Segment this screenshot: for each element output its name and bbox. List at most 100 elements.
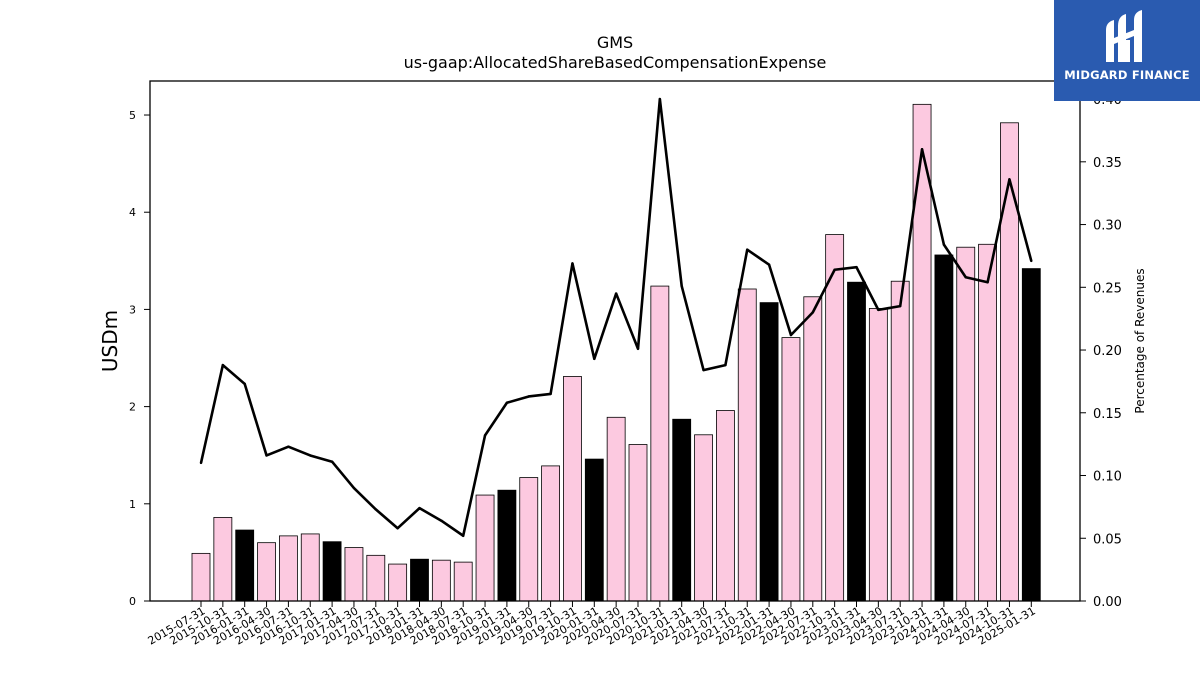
- bar-2016-07-31: [278, 535, 298, 602]
- line-point-2017-04-30: [352, 486, 356, 490]
- bar-2024-07-31: [978, 243, 997, 602]
- line-point-2017-07-31: [374, 508, 377, 511]
- y-tick-label: 3: [129, 303, 136, 316]
- bar-2020-04-30: [606, 416, 626, 602]
- line-point-2024-10-31: [1008, 178, 1011, 181]
- line-point-2024-07-31: [986, 281, 989, 284]
- bar-2022-10-31: [825, 234, 845, 602]
- bar-2022-04-30: [781, 337, 801, 602]
- line-point-2021-07-31: [724, 363, 727, 367]
- line-point-2019-10-31: [571, 262, 574, 265]
- bar-2024-10-31: [1000, 122, 1019, 602]
- line-point-2021-10-31: [746, 248, 749, 251]
- line-point-2022-04-30: [789, 333, 793, 337]
- midgard-m-icon: [1106, 10, 1142, 62]
- bar-2019-10-31: [563, 376, 582, 602]
- bar-2020-07-31: [628, 444, 648, 602]
- line-point-2022-10-31: [833, 268, 836, 271]
- bar-2025-01-31: [1021, 268, 1041, 602]
- bar-2016-04-30: [257, 542, 276, 602]
- bar-2021-01-31: [672, 418, 692, 602]
- bar-2018-04-30: [431, 559, 451, 602]
- bar-2019-01-31: [497, 489, 517, 602]
- bar-2017-01-31: [322, 541, 342, 602]
- plot-frame: [149, 80, 1081, 602]
- line-point-2020-07-31: [636, 347, 640, 350]
- bar-2022-07-31: [803, 296, 823, 602]
- bar-2015-10-31: [213, 517, 233, 602]
- line-point-2020-01-31: [593, 357, 596, 361]
- line-point-2025-01-31: [1030, 259, 1033, 263]
- y-axis-label: USDm: [98, 310, 122, 372]
- line-point-2023-10-31: [920, 148, 924, 151]
- bar-2020-01-31: [584, 458, 604, 602]
- y2-tick-label: 0.20: [1093, 344, 1122, 359]
- line-point-2016-07-31: [287, 445, 290, 448]
- y2-tick-label: 0.25: [1093, 281, 1122, 296]
- line-point-2024-04-30: [964, 276, 967, 279]
- y-tick-label: 5: [129, 109, 136, 122]
- bar-2024-01-31: [934, 254, 954, 602]
- line-point-2021-04-30: [702, 368, 705, 372]
- line-point-2021-01-31: [680, 284, 683, 288]
- line-point-2022-01-31: [767, 263, 771, 266]
- line-point-2016-04-30: [265, 454, 268, 457]
- bar-2016-01-31: [235, 529, 255, 602]
- y2-tick-label: 0.15: [1093, 407, 1122, 422]
- line-point-2018-07-31: [462, 534, 465, 537]
- line-point-2023-04-30: [877, 308, 880, 312]
- y2-axis-label: Percentage of Revenues: [1133, 268, 1147, 413]
- bar-2017-07-31: [366, 554, 386, 602]
- y-tick-label: 0: [129, 595, 136, 608]
- bar-2022-01-31: [759, 302, 779, 602]
- bar-2018-01-31: [410, 558, 429, 602]
- logo-text: MIDGARD FINANCE: [1064, 68, 1190, 82]
- line-point-2019-04-30: [527, 395, 530, 398]
- line-point-2015-07-31: [199, 461, 203, 465]
- line-point-2022-07-31: [811, 311, 814, 314]
- line-point-2016-01-31: [243, 382, 246, 386]
- bar-2023-04-30: [868, 308, 888, 602]
- bar-2024-04-30: [956, 246, 976, 602]
- line-point-2015-10-31: [221, 363, 225, 367]
- line-point-2023-07-31: [899, 304, 902, 308]
- chart-title: GMS: [597, 33, 633, 52]
- y2-tick-label: 0.05: [1093, 532, 1122, 547]
- line-point-2019-01-31: [505, 401, 509, 404]
- line-point-2017-01-31: [330, 460, 334, 463]
- bar-2021-10-31: [737, 288, 757, 602]
- bar-2018-10-31: [475, 494, 495, 602]
- line-point-2020-10-31: [658, 97, 662, 101]
- chart-subtitle: us-gaap:AllocatedShareBasedCompensationE…: [404, 53, 827, 72]
- bar-2017-10-31: [388, 563, 408, 602]
- line-point-2023-01-31: [855, 266, 858, 269]
- y-tick-label: 2: [129, 401, 136, 414]
- line-point-2018-04-30: [440, 519, 443, 522]
- bar-2016-10-31: [300, 533, 320, 602]
- bar-2021-07-31: [716, 410, 735, 602]
- y2-tick-label: 0.10: [1093, 470, 1122, 485]
- line-point-2018-10-31: [483, 434, 487, 437]
- bar-2021-04-30: [694, 434, 713, 602]
- y-tick-label: 4: [129, 206, 136, 219]
- line-point-2019-07-31: [549, 392, 552, 396]
- y2-tick-label: 0.35: [1093, 156, 1122, 171]
- bar-2017-04-30: [344, 547, 364, 602]
- bar-2018-07-31: [453, 561, 473, 602]
- line-point-2020-04-30: [614, 292, 618, 295]
- line-point-2016-10-31: [309, 454, 312, 457]
- line-point-2017-10-31: [396, 527, 399, 530]
- y2-tick-label: 0.30: [1093, 219, 1122, 234]
- bar-2019-07-31: [541, 465, 560, 602]
- line-point-2018-01-31: [418, 506, 421, 510]
- bar-2023-07-31: [890, 280, 910, 602]
- bar-2019-04-30: [519, 477, 539, 602]
- bar-2015-07-31: [191, 552, 211, 602]
- y2-tick-label: 0.00: [1093, 595, 1122, 610]
- bar-2020-10-31: [650, 285, 670, 602]
- bar-2023-01-31: [847, 281, 866, 602]
- y-tick-label: 1: [129, 498, 136, 511]
- midgard-finance-logo: MIDGARD FINANCE: [1054, 0, 1200, 101]
- line-point-2024-01-31: [942, 243, 946, 246]
